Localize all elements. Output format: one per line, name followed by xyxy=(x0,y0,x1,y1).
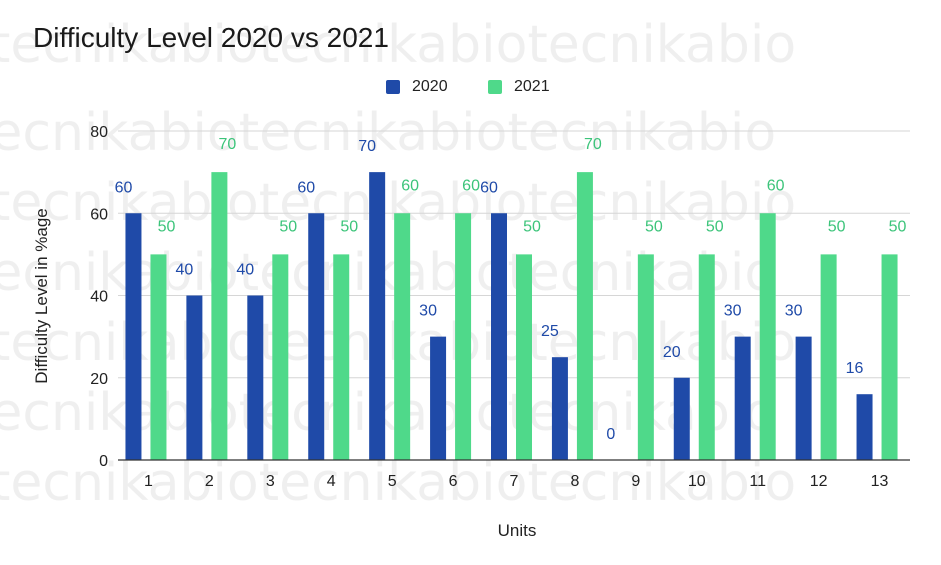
bar-2021-5 xyxy=(394,213,411,460)
chart-title: Difficulty Level 2020 vs 2021 xyxy=(33,22,389,53)
bar-2020-1 xyxy=(125,213,142,460)
data-label-2021-12: 50 xyxy=(828,218,846,235)
x-tick-label: 4 xyxy=(327,473,336,490)
bar-2020-5 xyxy=(369,172,386,460)
data-label-2020-10: 20 xyxy=(663,344,681,361)
data-label-2021-8: 70 xyxy=(584,136,602,153)
data-label-2021-13: 50 xyxy=(889,218,907,235)
data-label-2020-9: 0 xyxy=(606,426,615,443)
bar-2020-6 xyxy=(430,336,447,460)
x-axis-title: Units xyxy=(498,521,537,540)
bar-2021-11 xyxy=(759,213,776,460)
x-tick-label: 12 xyxy=(810,473,828,490)
x-tick-label: 10 xyxy=(688,473,706,490)
legend-label-2020: 2020 xyxy=(412,78,448,95)
data-label-2020-13: 16 xyxy=(846,360,864,377)
bar-2020-3 xyxy=(247,295,264,460)
bar-2021-4 xyxy=(333,254,350,460)
x-tick-label: 1 xyxy=(144,473,153,490)
y-tick-label: 20 xyxy=(90,371,108,388)
data-label-2021-6: 60 xyxy=(462,177,480,194)
data-label-2020-3: 40 xyxy=(236,262,254,279)
x-tick-label: 6 xyxy=(449,473,458,490)
bar-2021-6 xyxy=(455,213,472,460)
legend-item-2020: 2020 xyxy=(386,78,448,96)
bar-2021-3 xyxy=(272,254,289,460)
data-label-2021-5: 60 xyxy=(401,177,419,194)
bar-2020-12 xyxy=(795,336,812,460)
data-label-2020-12: 30 xyxy=(785,303,803,320)
y-axis-title: Difficulty Level in %age xyxy=(32,208,51,383)
bar-2021-10 xyxy=(698,254,715,460)
legend-item-2021: 2021 xyxy=(488,78,550,96)
data-label-2020-1: 60 xyxy=(115,179,133,196)
bar-2021-7 xyxy=(516,254,532,460)
data-label-2021-4: 50 xyxy=(340,218,358,235)
y-tick-label: 0 xyxy=(99,453,108,470)
x-tick-label: 2 xyxy=(205,473,214,490)
bar-2020-11 xyxy=(734,336,751,460)
data-label-2021-1: 50 xyxy=(158,218,176,235)
bar-2020-13 xyxy=(856,394,873,460)
x-tick-label: 13 xyxy=(871,473,889,490)
data-label-2020-8: 25 xyxy=(541,323,559,340)
bar-2021-9 xyxy=(637,254,654,460)
data-label-2021-7: 50 xyxy=(523,218,541,235)
data-label-2020-11: 30 xyxy=(724,303,742,320)
legend-label-2021: 2021 xyxy=(514,78,550,95)
x-tick-label: 9 xyxy=(631,473,640,490)
bar-2021-2 xyxy=(211,172,228,460)
y-tick-label: 40 xyxy=(90,289,108,306)
data-label-2020-7: 60 xyxy=(480,179,498,196)
legend-swatch-2020 xyxy=(386,80,400,94)
data-label-2021-11: 60 xyxy=(767,177,785,194)
data-label-2021-10: 50 xyxy=(706,218,724,235)
x-tick-label: 5 xyxy=(388,473,397,490)
data-label-2020-2: 40 xyxy=(175,262,193,279)
x-tick-label: 11 xyxy=(749,473,766,490)
bar-2021-8 xyxy=(576,172,593,460)
data-label-2020-5: 70 xyxy=(358,138,376,155)
bar-2020-8 xyxy=(551,357,568,460)
data-label-2020-6: 30 xyxy=(419,303,437,320)
data-label-2021-9: 50 xyxy=(645,218,663,235)
data-label-2021-2: 70 xyxy=(218,136,236,153)
bar-2021-13 xyxy=(881,254,898,460)
legend-swatch-2021 xyxy=(488,80,502,94)
x-tick-label: 3 xyxy=(266,473,275,490)
bar-2020-7 xyxy=(491,213,507,460)
bar-2020-2 xyxy=(186,295,203,460)
y-tick-label: 60 xyxy=(90,206,108,223)
bar-2020-10 xyxy=(673,377,690,460)
bar-2021-1 xyxy=(150,254,167,460)
bar-2021-12 xyxy=(820,254,837,460)
x-tick-label: 8 xyxy=(570,473,579,490)
data-label-2020-4: 60 xyxy=(297,179,315,196)
x-tick-label: 7 xyxy=(510,473,519,490)
bar-2020-4 xyxy=(308,213,325,460)
data-label-2021-3: 50 xyxy=(279,218,297,235)
y-tick-label: 80 xyxy=(90,124,108,141)
